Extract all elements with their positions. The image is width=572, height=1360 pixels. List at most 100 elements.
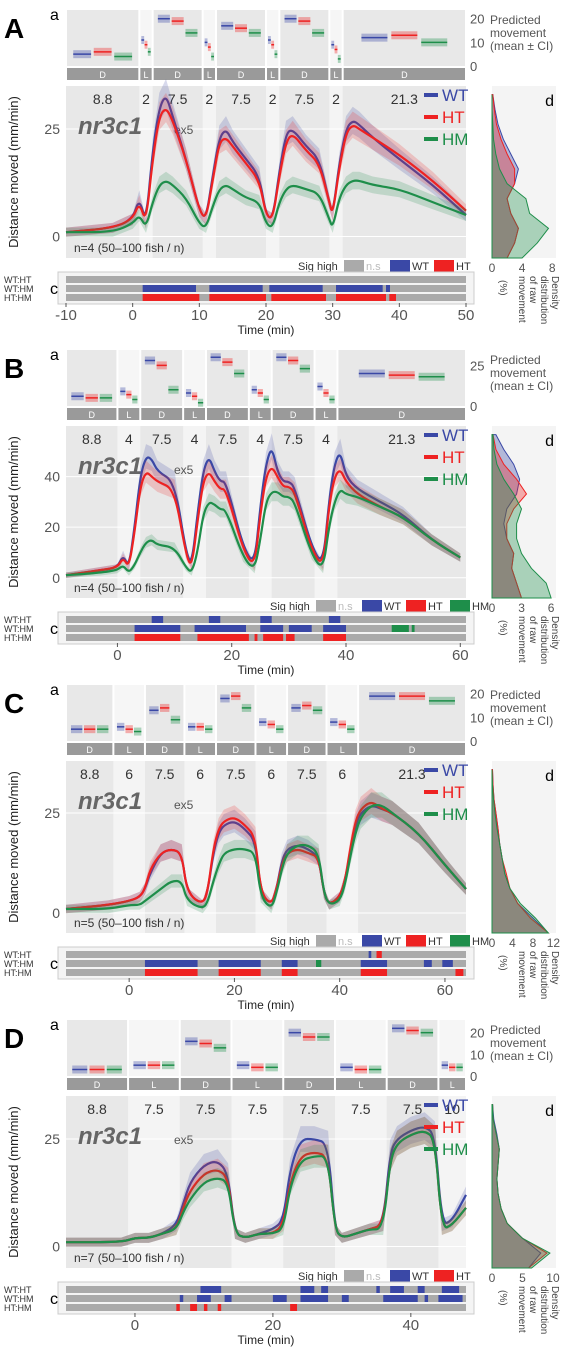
sig-segment-WT xyxy=(383,1295,418,1302)
a-ylabel: Predicted movement (mean ± CI) xyxy=(490,13,553,53)
sig-segment-HT xyxy=(455,969,464,976)
sig-legend-label-HM: HM xyxy=(472,936,489,948)
phase-label: L xyxy=(450,1080,455,1090)
phase-box-a xyxy=(327,685,358,741)
sig-segment-WT xyxy=(321,1286,329,1293)
phase-label: L xyxy=(269,745,274,755)
phase-bar xyxy=(439,1078,465,1090)
sig-segment-WT xyxy=(197,1295,211,1302)
x-axis-label: Time (min) xyxy=(238,663,295,677)
density-area xyxy=(492,86,556,258)
phase-duration: 21.3 xyxy=(398,766,425,782)
phase-bar xyxy=(185,743,215,755)
density-tick-label: 6 xyxy=(548,601,555,615)
sig-segment-HT xyxy=(323,634,346,641)
phase-box-a xyxy=(67,685,113,741)
phase-bar xyxy=(327,743,358,755)
phase-label: L xyxy=(143,70,148,80)
phase-duration: 7.5 xyxy=(231,91,251,107)
density-label-line1: Density xyxy=(549,951,560,984)
density-label-line1: Density xyxy=(549,616,560,649)
sig-segment-WT xyxy=(218,960,261,967)
phase-label: D xyxy=(224,410,231,420)
a-ylabel-line1: Predicted xyxy=(490,353,541,367)
sub-label-c: c xyxy=(50,281,58,298)
sub-label-d: d xyxy=(545,1103,554,1120)
legend-label-HM: HM xyxy=(442,130,468,149)
series-line-WT xyxy=(66,1126,467,1244)
ci-band-WT xyxy=(66,78,466,237)
comparison-label: WT:HT xyxy=(4,615,32,625)
phase-bar xyxy=(335,1078,386,1090)
phase-duration: 8.8 xyxy=(87,1101,107,1117)
sig-legend-label-HT: HT xyxy=(456,261,471,273)
phase-duration: 21.3 xyxy=(388,431,415,447)
density-label: Densitydistributionof rawmovement xyxy=(516,276,560,324)
phase-bar xyxy=(256,743,287,755)
y-tick-label: 25 xyxy=(44,121,60,137)
ci-band-WT xyxy=(66,792,466,914)
series-line-HT xyxy=(65,467,461,577)
phase-duration: 8.8 xyxy=(82,431,102,447)
density-label-line4: movement xyxy=(516,951,527,998)
panel-letter: A xyxy=(4,13,24,44)
sig-segment-WT xyxy=(200,1286,222,1293)
sig-segment-HT xyxy=(144,969,198,976)
sig-segment-WT xyxy=(151,616,164,623)
legend-label-HM: HM xyxy=(442,470,468,489)
density-tick-label: 3 xyxy=(518,601,525,615)
comparison-track xyxy=(66,276,466,283)
x-tick-label: -10 xyxy=(55,307,77,324)
phase-box-a xyxy=(330,10,342,66)
dark-phase-band xyxy=(216,86,266,258)
density-unit: (%) xyxy=(497,620,508,636)
series-line-HT xyxy=(65,109,467,234)
density-label: Densitydistributionof rawmovement xyxy=(516,951,560,999)
phase-duration: 2 xyxy=(332,91,340,107)
sig-swatch-WT xyxy=(390,1270,410,1283)
density-unit: (%) xyxy=(497,1290,508,1306)
dark-phase-band xyxy=(206,426,249,598)
density-HT xyxy=(491,434,528,599)
phase-duration: 4 xyxy=(256,431,264,447)
x-tick-label: 10 xyxy=(191,307,208,324)
n-label: n=4 (50–100 fish / n) xyxy=(74,581,184,595)
a-ylabel-line1: Predicted xyxy=(490,688,541,702)
a-tick-label: 0 xyxy=(470,1069,477,1084)
density-label-line4: movement xyxy=(516,616,527,663)
phase-label: D xyxy=(174,70,181,80)
phase-label: D xyxy=(398,410,405,420)
ns-swatch xyxy=(316,600,336,613)
comparison-label: WT:HM xyxy=(4,959,34,969)
phase-bar xyxy=(67,743,113,755)
sub-label-c: c xyxy=(50,1291,58,1308)
sig-segment-WT xyxy=(209,285,263,292)
a-tick-label: 20 xyxy=(470,12,484,27)
phase-bar xyxy=(280,68,329,80)
density-label: Densitydistributionof rawmovement xyxy=(516,616,560,664)
phase-duration: 7.5 xyxy=(226,766,246,782)
phase-box-a xyxy=(141,350,183,406)
phase-label: L xyxy=(151,1080,156,1090)
x-tick-label: 20 xyxy=(226,982,243,999)
sig-segment-WT xyxy=(360,960,388,967)
phase-label: D xyxy=(304,745,311,755)
sig-segment-HM xyxy=(316,960,322,967)
sig-swatch-WT xyxy=(362,935,382,948)
sig-legend-label-HM: HM xyxy=(472,601,489,613)
panel-letter: C xyxy=(4,688,24,719)
density-unit: (%) xyxy=(497,280,508,296)
legend-label-HM: HM xyxy=(442,805,468,824)
ci-band-HT xyxy=(66,788,466,914)
legend-label-WT: WT xyxy=(442,761,468,780)
phase-bar xyxy=(145,743,184,755)
sig-segment-WT xyxy=(323,625,346,632)
density-area xyxy=(492,761,556,933)
phase-duration: 7.5 xyxy=(144,1101,164,1117)
comparison-label: HT:HM xyxy=(4,1303,32,1313)
sig-legend-label-WT: WT xyxy=(384,601,401,613)
phase-box-a xyxy=(338,350,465,406)
sig-segment-WT xyxy=(328,616,341,623)
x-axis-label: Time (min) xyxy=(238,998,295,1012)
